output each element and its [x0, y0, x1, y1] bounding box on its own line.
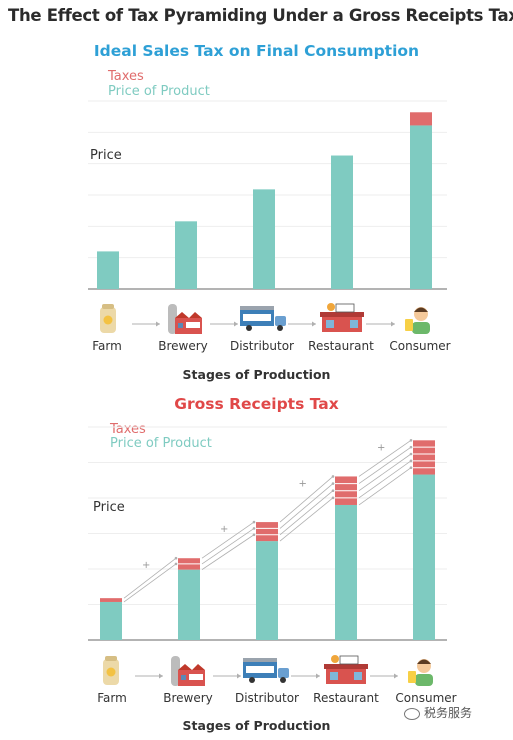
chart1-stage-label: Brewery: [158, 339, 208, 353]
pyramid-arrow: [358, 467, 412, 506]
plus-marker: +: [142, 560, 150, 571]
pyramid-arrow-head: [174, 556, 178, 560]
pyramid-arrow: [123, 557, 177, 599]
chart2-legend-price: Price of Product: [110, 436, 212, 451]
chart2-stage-label: Brewery: [163, 691, 213, 705]
bar-tax: [410, 112, 432, 126]
consumer-person-icon: [405, 307, 430, 334]
bar-restaurant-icon: [320, 303, 364, 332]
plus-marker: +: [220, 524, 228, 535]
pyramid-arrow-head: [252, 527, 256, 530]
pyramid-arrow-head: [409, 459, 413, 463]
pyramid-arrow-head: [174, 562, 178, 566]
watermark: 税务服务: [404, 704, 472, 721]
pyramid-arrow: [201, 534, 255, 570]
pyramid-arrow: [279, 497, 334, 542]
stage-arrow-head: [156, 321, 160, 327]
bar-price: [413, 474, 435, 640]
chart1-stage-label: Distributor: [229, 339, 294, 353]
pyramid-arrow: [279, 483, 334, 529]
watermark-logo-icon: [404, 707, 420, 720]
pyramid-arrow: [201, 528, 255, 565]
pyramid-arrow: [358, 446, 412, 484]
pyramid-arrow: [279, 490, 334, 536]
pyramid-arrow-head: [331, 482, 335, 485]
chart2-stage-label: Consumer: [395, 691, 457, 705]
bar-price: [410, 125, 432, 289]
bar-price: [97, 251, 119, 289]
chart1-stage-label: Farm: [92, 339, 122, 353]
chart2-stage-label: Restaurant: [313, 691, 379, 705]
brewery-icon: [168, 304, 202, 334]
pyramid-arrow-head: [409, 445, 413, 449]
pyramid-arrow: [123, 563, 177, 603]
stage-arrow-head: [234, 321, 238, 327]
pyramid-arrow-head: [331, 475, 335, 478]
chart1-ylabel: Price: [90, 148, 122, 163]
chart2-legend-taxes: Taxes: [110, 422, 146, 437]
pyramid-arrow: [358, 439, 412, 477]
stage-arrow-head: [312, 321, 316, 327]
bar-price: [256, 541, 278, 640]
bar-tax: [256, 522, 278, 542]
chart1-plot: [88, 100, 447, 334]
pyramid-arrow-head: [252, 533, 256, 537]
chart1-stage-label: Restaurant: [308, 339, 374, 353]
main-title: The Effect of Tax Pyramiding Under a Gro…: [8, 6, 513, 25]
chart2-stage-label: Farm: [97, 691, 127, 705]
stage-arrow-head: [394, 673, 398, 679]
consumer-person-icon: [408, 659, 433, 686]
stage-arrow-head: [237, 673, 241, 679]
pyramid-arrow-head: [409, 452, 413, 456]
pyramid-arrow-head: [252, 520, 256, 524]
chart2-ylabel: Price: [93, 500, 125, 515]
grain-sack-icon: [103, 656, 119, 685]
chart1-title: Ideal Sales Tax on Final Consumption: [93, 42, 420, 60]
stage-arrow-head: [316, 673, 320, 679]
watermark-text: 税务服务: [424, 706, 473, 720]
pyramid-arrow-head: [331, 496, 335, 500]
chart2-stage-label: Distributor: [234, 691, 299, 705]
pyramid-arrow-head: [409, 439, 413, 442]
bar-price: [175, 221, 197, 289]
transport-truck-icon: [243, 658, 289, 683]
pyramid-arrow: [279, 476, 334, 523]
bar-price: [178, 569, 200, 640]
bar-price: [100, 601, 122, 640]
grain-sack-icon: [100, 304, 116, 333]
chart1-legend-taxes: Taxes: [108, 69, 144, 84]
bar-tax: [100, 598, 122, 602]
bar-price: [253, 189, 275, 289]
bar-tax: [413, 440, 435, 475]
pyramid-arrow: [358, 453, 412, 492]
chart1-legend-price: Price of Product: [108, 84, 210, 99]
stage-arrow-head: [159, 673, 163, 679]
bar-restaurant-icon: [324, 655, 368, 684]
plus-marker: +: [377, 442, 385, 453]
chart1-stage-label: Consumer: [389, 339, 451, 353]
bar-price: [335, 504, 357, 640]
chart2-title: Gross Receipts Tax: [174, 395, 339, 413]
transport-truck-icon: [240, 306, 286, 331]
plus-marker: +: [299, 478, 307, 489]
pyramid-arrow-head: [409, 466, 413, 469]
bar-price: [331, 155, 353, 289]
brewery-icon: [171, 656, 205, 686]
chart1-xlabel: Stages of Production: [182, 367, 331, 382]
pyramid-arrow: [201, 521, 255, 559]
pyramid-arrow: [358, 460, 412, 499]
pyramid-arrow-head: [331, 489, 335, 493]
stage-arrow-head: [391, 321, 395, 327]
chart2-xlabel: Stages of Production: [182, 718, 331, 733]
